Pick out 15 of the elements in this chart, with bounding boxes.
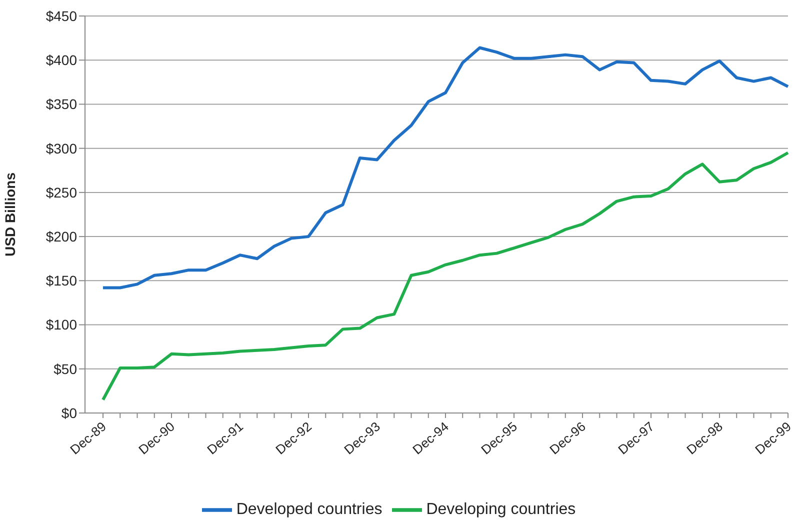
y-tick-label: $350 bbox=[46, 96, 78, 112]
y-tick-label: $150 bbox=[46, 272, 78, 289]
legend-label: Developing countries bbox=[426, 501, 576, 518]
y-tick-label: $200 bbox=[46, 228, 78, 245]
line-series bbox=[102, 46, 790, 290]
y-tick-label: $100 bbox=[46, 316, 78, 333]
legend-label: Developed countries bbox=[236, 501, 382, 518]
y-tick-label: $250 bbox=[46, 184, 78, 200]
y-tick-label: $50 bbox=[54, 360, 78, 377]
y-axis-title: USD Billions bbox=[2, 172, 18, 257]
y-tick-label: $400 bbox=[46, 52, 78, 68]
y-tick-label: $300 bbox=[46, 140, 78, 156]
y-tick-label: $450 bbox=[46, 8, 78, 24]
y-tick-label: $0 bbox=[61, 404, 78, 421]
line-series bbox=[102, 151, 790, 402]
